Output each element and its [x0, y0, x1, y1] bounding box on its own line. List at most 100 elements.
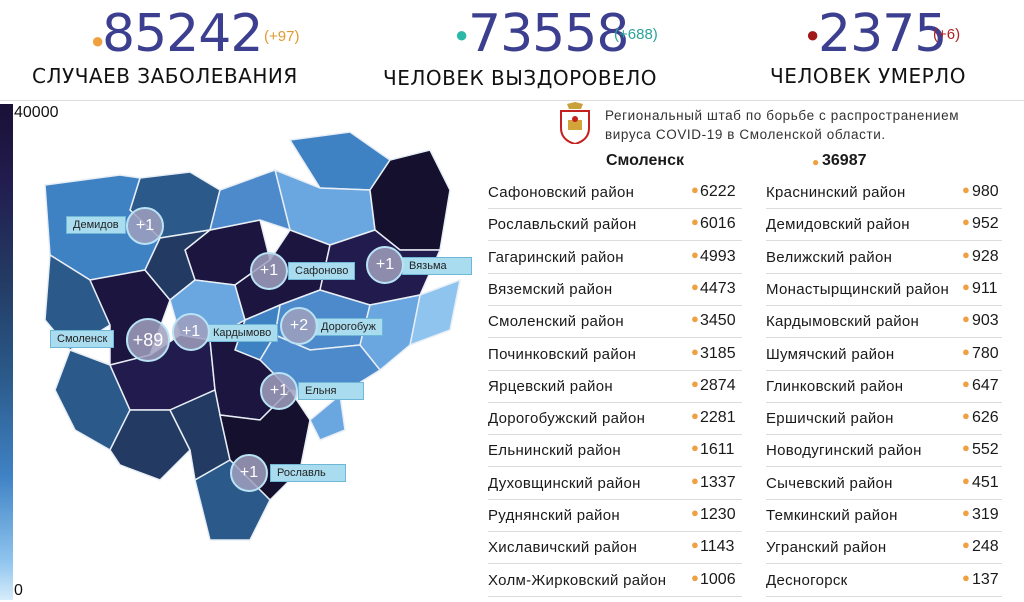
map-badge-vyazma: +1 — [366, 246, 404, 284]
district-name: Вяземский район — [488, 280, 613, 298]
cases-delta: (+97) — [264, 28, 300, 45]
cases-value: 85242 — [102, 4, 263, 64]
row-divider — [766, 337, 1002, 339]
table-row: Краснинский район ● 980 — [766, 178, 1002, 209]
district-name: Холм-Жирковский район — [488, 571, 667, 589]
district-name: Сафоновский район — [488, 184, 635, 201]
value-dot-icon: ● — [691, 311, 699, 327]
row-divider — [488, 240, 742, 242]
row-divider — [488, 369, 742, 371]
value-dot-icon: ● — [691, 375, 699, 391]
recovered-dot-icon: ● — [455, 22, 469, 47]
district-value: 4473 — [700, 279, 736, 297]
district-value: 6222 — [700, 183, 736, 200]
district-ugra — [359, 294, 421, 372]
value-dot-icon: ● — [962, 182, 970, 197]
table-row: Смоленский район ● 3450 — [488, 307, 742, 339]
row-divider — [766, 208, 1002, 209]
row-divider — [766, 595, 1002, 597]
table-row: Угранский район ● 248 — [766, 533, 1002, 565]
district-name: Смоленский район — [488, 313, 625, 331]
table-row: Ершичский район ● 626 — [766, 404, 1002, 436]
district-kholm — [208, 169, 292, 232]
table-row: Десногорск ● 137 — [766, 566, 1002, 597]
cases-caption: Случаев заболевания — [32, 64, 298, 88]
value-dot-icon: ● — [962, 246, 970, 262]
value-dot-icon: ● — [962, 278, 970, 294]
district-value: 626 — [972, 409, 999, 427]
value-dot-icon: ● — [691, 343, 699, 359]
table-row: Дорогобужский район ● 2281 — [488, 404, 742, 436]
table-row: Темкинский район ● 319 — [766, 501, 1002, 532]
row-divider — [488, 531, 742, 532]
hq-line-1: Региональный штаб по борьбе с распростра… — [605, 108, 960, 123]
district-name: Починковский район — [488, 345, 637, 363]
table-row: Кардымовский район ● 903 — [766, 307, 1002, 339]
district-name: Новодугинский район — [766, 442, 922, 460]
district-value: 952 — [972, 215, 999, 233]
value-dot-icon: ● — [691, 408, 699, 424]
color-scale-bar — [0, 104, 13, 600]
map-badge-demidov: +1 — [126, 207, 164, 245]
row-divider — [488, 498, 742, 500]
header-divider — [0, 100, 1024, 101]
district-name: Десногорск — [766, 571, 848, 589]
row-divider — [488, 208, 742, 209]
map-label-elnya: Ельня — [298, 382, 364, 400]
table-row: Духовщинский район ● 1337 — [488, 469, 742, 500]
row-divider — [766, 531, 1002, 532]
district-value: 3185 — [700, 344, 736, 362]
map-badge-safonovo: +1 — [250, 252, 288, 290]
row-divider — [766, 563, 1002, 565]
value-dot-icon: ● — [962, 311, 970, 327]
table-row: Холм-Жирковский район ● 1006 — [488, 566, 742, 597]
row-divider — [766, 272, 1002, 274]
district-value: 911 — [972, 279, 998, 297]
value-dot-icon: ● — [962, 440, 970, 456]
district-name: Сычевский район — [766, 474, 893, 492]
map-badge-elnya: +1 — [260, 372, 298, 410]
value-dot-icon: ● — [962, 505, 970, 520]
table-row: Демидовский район ● 952 — [766, 210, 1002, 242]
map-label-vyazma: Вязьма — [402, 257, 472, 275]
district-name: Руднянский район — [488, 507, 620, 524]
district-name: Хиславичский район — [488, 539, 638, 557]
row-divider — [488, 434, 742, 436]
value-dot-icon: ● — [691, 505, 699, 520]
row-divider — [766, 434, 1002, 436]
map-badge-roslavl: +1 — [230, 454, 268, 492]
district-name: Темкинский район — [766, 507, 898, 524]
deaths-value: 2375 — [818, 4, 947, 64]
district-name: Духовщинский район — [488, 474, 641, 492]
table-row: Вяземский район ● 4473 — [488, 275, 742, 306]
district-value: 1611 — [700, 441, 735, 459]
row-divider — [488, 595, 742, 597]
district-value: 3450 — [700, 312, 736, 330]
district-value: 2281 — [700, 409, 736, 427]
table-row: Шумячский район ● 780 — [766, 340, 1002, 371]
value-dot-icon: ● — [962, 214, 970, 230]
value-dot-icon: ● — [691, 182, 699, 197]
row-divider — [488, 466, 742, 468]
table-row: Ельнинский район ● 1611 — [488, 436, 742, 468]
recovered-delta: (+688) — [614, 26, 658, 43]
row-divider — [488, 272, 742, 274]
district-value: 1006 — [700, 570, 736, 588]
deaths-delta: (+6) — [933, 26, 961, 43]
value-dot-icon: ● — [962, 537, 970, 553]
district-value: 2874 — [700, 376, 736, 394]
value-dot-icon: ● — [691, 472, 699, 488]
district-name: Шумячский район — [766, 345, 895, 363]
value-dot-icon: ● — [691, 537, 699, 553]
table-row: Починковский район ● 3185 — [488, 340, 742, 371]
district-name: Рославльский район — [488, 216, 637, 234]
district-name: Гагаринский район — [488, 248, 624, 266]
map-label-roslavl: Рославль — [270, 464, 346, 482]
district-name: Ярцевский район — [488, 377, 613, 395]
row-divider — [766, 498, 1002, 500]
map-label-smolensk: Смоленск — [50, 330, 115, 348]
map-label-dorogobuzh: Дорогобуж — [314, 318, 383, 336]
row-divider — [488, 401, 742, 403]
recovered-value: 73558 — [468, 4, 629, 64]
map-badge-kardymovo: +1 — [172, 313, 210, 351]
